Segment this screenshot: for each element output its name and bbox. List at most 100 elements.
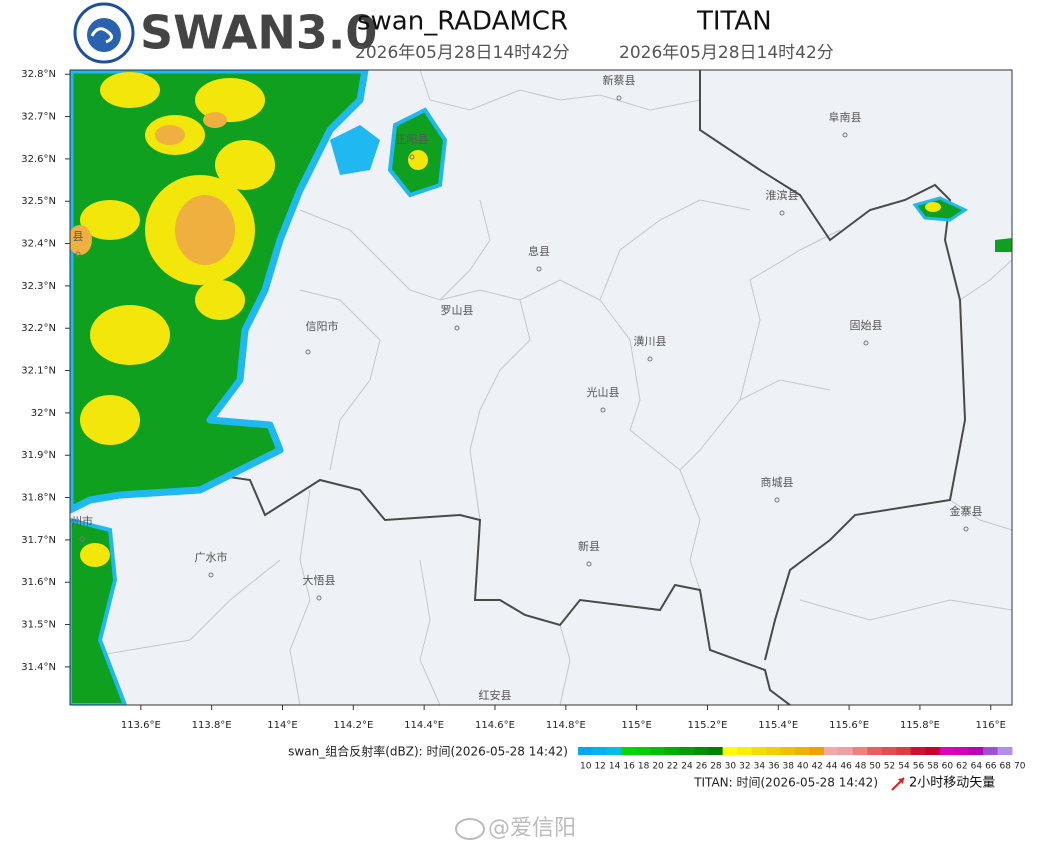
colorbar-swatch bbox=[896, 747, 912, 755]
colorbar-tick-label: 16 bbox=[623, 762, 635, 772]
colorbar-swatch bbox=[968, 747, 984, 755]
x-tick-label: 113.8°E bbox=[192, 720, 232, 731]
colorbar-swatch bbox=[823, 747, 839, 755]
colorbar-tick-label: 64 bbox=[971, 762, 983, 772]
y-tick-label: 32.3°N bbox=[21, 281, 56, 292]
watermark: @爱信阳 bbox=[488, 816, 576, 841]
place-dot bbox=[208, 572, 214, 578]
y-tick-label: 32.8°N bbox=[21, 69, 56, 80]
place-dot bbox=[779, 210, 785, 216]
colorbar-tick-label: 34 bbox=[754, 762, 766, 772]
place-dot bbox=[647, 356, 653, 362]
place-label: 新县 bbox=[578, 539, 600, 553]
place-label: 息县 bbox=[528, 244, 550, 258]
place-label: 光山县 bbox=[587, 385, 620, 399]
colorbar-tick-label: 56 bbox=[913, 762, 925, 772]
place-dot bbox=[963, 526, 969, 532]
axis-ticks: 113.6°E 113.8°E 114°E 114.2°E 114.4°E 114.6°E… bbox=[21, 69, 1006, 731]
colorbar-tick-label: 46 bbox=[840, 762, 852, 772]
titan-label: TITAN: 时间(2026-05-28 14:42) bbox=[693, 776, 878, 790]
product-time: 2026年05月28日14时42分 bbox=[355, 43, 570, 63]
x-tick-label: 114.8°E bbox=[546, 720, 586, 731]
colorbar-tick-label: 12 bbox=[594, 762, 605, 772]
colorbar-tick-label: 54 bbox=[898, 762, 910, 772]
place-dot bbox=[454, 325, 460, 331]
colorbar-swatch bbox=[621, 747, 637, 755]
overlay-name: TITAN bbox=[696, 7, 772, 37]
place-label: 广水市 bbox=[195, 550, 228, 564]
colorbar-tick-label: 14 bbox=[609, 762, 621, 772]
x-tick-label: 114.4°E bbox=[404, 720, 444, 731]
colorbar-tick-label: 26 bbox=[696, 762, 708, 772]
place-label: 红安县 bbox=[479, 688, 512, 702]
colorbar-swatch bbox=[809, 747, 825, 755]
colorbar-tick-label: 40 bbox=[797, 762, 809, 772]
colorbar-swatch bbox=[925, 747, 941, 755]
place-dot bbox=[586, 561, 592, 567]
colorbar-swatch bbox=[664, 747, 680, 755]
place-label: 新蔡县 bbox=[603, 73, 636, 87]
colorbar-swatch bbox=[954, 747, 970, 755]
product-name: swan_RADAMCR bbox=[357, 7, 568, 37]
colorbar-swatch bbox=[737, 747, 753, 755]
place-dot bbox=[75, 251, 81, 257]
colorbar-tick-label: 70 bbox=[1014, 762, 1026, 772]
colorbar: 10 12 14 16 18 20 22 24 26 28 30 32 34 36 38 40 42 44 46 48… bbox=[578, 747, 1026, 772]
y-tick-label: 32.7°N bbox=[21, 112, 56, 123]
place-dot bbox=[536, 266, 542, 272]
y-tick-label: 31.9°N bbox=[21, 450, 56, 461]
place-dot bbox=[616, 95, 622, 101]
y-tick-label: 32.2°N bbox=[21, 323, 56, 334]
vector-label: 2小时移动矢量 bbox=[909, 776, 995, 791]
x-tick-label: 115.8°E bbox=[900, 720, 940, 731]
colorbar-swatch bbox=[867, 747, 883, 755]
place-label: 罗山县 bbox=[441, 304, 474, 317]
y-tick-label: 31.5°N bbox=[21, 620, 56, 631]
colorbar-tick-label: 20 bbox=[652, 762, 664, 772]
colorbar-tick-label: 58 bbox=[927, 762, 939, 772]
colorbar-tick-label: 32 bbox=[739, 762, 750, 772]
place-dot bbox=[600, 407, 606, 413]
colorbar-tick-label: 24 bbox=[681, 762, 693, 772]
y-tick-label: 32.6°N bbox=[21, 154, 56, 165]
colorbar-tick-label: 68 bbox=[1000, 762, 1012, 772]
radar-echo bbox=[70, 70, 1012, 705]
y-tick-label: 32.4°N bbox=[21, 239, 56, 250]
colorbar-swatch bbox=[997, 747, 1013, 755]
county-borders bbox=[70, 70, 1012, 705]
x-tick-label: 115.2°E bbox=[687, 720, 727, 731]
colorbar-swatch bbox=[795, 747, 810, 755]
place-dot bbox=[305, 349, 311, 355]
y-tick-label: 32.1°N bbox=[21, 366, 56, 377]
place-dot bbox=[774, 497, 780, 503]
x-tick-label: 115.4°E bbox=[758, 720, 798, 731]
colorbar-tick-label: 66 bbox=[985, 762, 997, 772]
y-tick-label: 31.6°N bbox=[21, 577, 56, 588]
colorbar-tick-label: 60 bbox=[942, 762, 954, 772]
colorbar-swatch bbox=[635, 747, 651, 755]
place-dot bbox=[863, 340, 869, 346]
place-dot bbox=[79, 536, 85, 542]
colorbar-swatch bbox=[881, 747, 897, 755]
colorbar-swatch bbox=[983, 747, 999, 755]
colorbar-tick-label: 44 bbox=[826, 762, 838, 772]
y-tick-label: 31.8°N bbox=[21, 493, 56, 504]
logo-text: SWAN3.0 bbox=[140, 6, 377, 60]
colorbar-swatch bbox=[939, 747, 955, 755]
x-tick-label: 113.6°E bbox=[121, 720, 161, 731]
reflectivity-label: swan_组合反射率(dBZ): 时间(2026-05-28 14:42) bbox=[288, 744, 568, 759]
colorbar-tick-label: 52 bbox=[884, 762, 895, 772]
x-tick-label: 114°E bbox=[267, 720, 297, 731]
colorbar-swatch bbox=[838, 747, 854, 755]
colorbar-tick-label: 38 bbox=[783, 762, 795, 772]
watermark-icon bbox=[455, 818, 485, 840]
colorbar-tick-label: 28 bbox=[710, 762, 722, 772]
x-tick-label: 115.6°E bbox=[829, 720, 869, 731]
colorbar-tick-label: 30 bbox=[725, 762, 737, 772]
colorbar-swatch bbox=[708, 747, 724, 755]
colorbar-swatch bbox=[693, 747, 709, 755]
y-tick-label: 32.5°N bbox=[21, 196, 56, 207]
